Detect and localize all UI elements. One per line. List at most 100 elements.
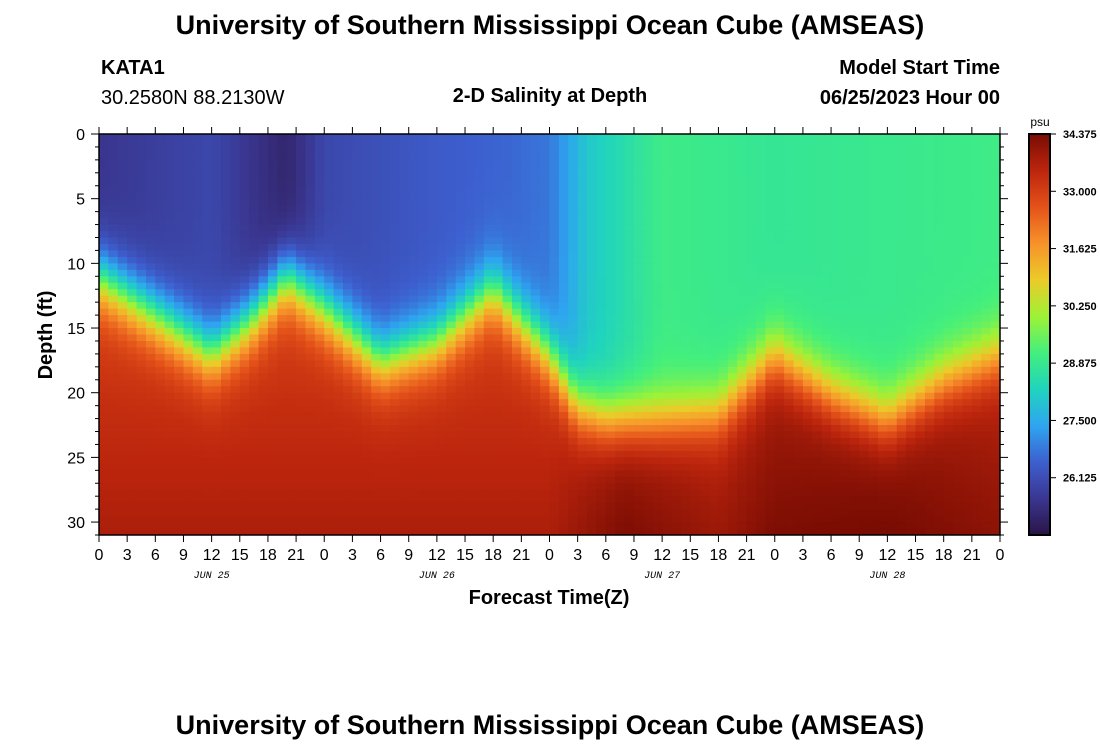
heatmap-cell xyxy=(155,302,166,310)
heatmap-cell xyxy=(399,463,410,471)
heatmap-cell xyxy=(155,347,166,355)
heatmap-cell xyxy=(558,373,569,381)
heatmap-cell xyxy=(455,483,466,491)
heatmap-cell xyxy=(436,476,447,484)
heatmap-cell xyxy=(427,224,438,232)
heatmap-cell xyxy=(662,470,673,478)
heatmap-cell xyxy=(483,366,494,374)
heatmap-cell xyxy=(671,502,682,510)
heatmap-cell xyxy=(549,308,560,316)
heatmap-cell xyxy=(493,166,504,174)
heatmap-cell xyxy=(643,205,654,213)
heatmap-cell xyxy=(483,250,494,258)
heatmap-cell xyxy=(192,340,203,349)
heatmap-cell xyxy=(418,192,429,200)
heatmap-cell xyxy=(455,425,466,433)
heatmap-cell xyxy=(427,509,438,517)
heatmap-cell xyxy=(99,166,109,174)
heatmap-cell xyxy=(793,444,804,452)
heatmap-cell xyxy=(164,502,175,510)
heatmap-cell xyxy=(568,224,579,232)
heatmap-cell xyxy=(202,321,213,329)
heatmap-cell xyxy=(202,315,213,323)
heatmap-cell xyxy=(108,205,119,213)
heatmap-cell xyxy=(605,373,616,381)
heatmap-cell xyxy=(802,366,813,374)
heatmap-cell xyxy=(277,379,288,387)
heatmap-cell xyxy=(530,295,541,303)
heatmap-cell xyxy=(352,269,363,277)
heatmap-cell xyxy=(784,347,795,355)
heatmap-cell xyxy=(314,224,325,232)
heatmap-cell xyxy=(361,159,372,167)
heatmap-cell xyxy=(802,308,813,316)
heatmap-cell xyxy=(652,269,663,277)
heatmap-cell xyxy=(258,243,269,252)
heatmap-cell xyxy=(746,192,757,200)
heatmap-cell xyxy=(117,444,128,452)
heatmap-cell xyxy=(652,476,663,484)
heatmap-cell xyxy=(662,146,673,155)
heatmap-cell xyxy=(530,412,541,420)
heatmap-cell xyxy=(389,483,400,491)
heatmap-cell xyxy=(652,140,663,148)
heatmap-cell xyxy=(737,192,748,200)
heatmap-cell xyxy=(465,373,476,381)
heatmap-cell xyxy=(427,134,438,142)
heatmap-cell xyxy=(380,379,391,387)
heatmap-cell xyxy=(568,496,579,504)
heatmap-cell xyxy=(305,418,316,426)
heatmap-cell xyxy=(277,373,288,381)
heatmap-cell xyxy=(633,211,644,219)
heatmap-cell xyxy=(117,496,128,504)
heatmap-cell xyxy=(380,243,391,252)
heatmap-cell xyxy=(333,405,344,413)
heatmap-cell xyxy=(230,302,241,310)
heatmap-cell xyxy=(690,231,701,239)
heatmap-cell xyxy=(671,437,682,446)
heatmap-cell xyxy=(840,399,851,407)
heatmap-cell xyxy=(427,250,438,258)
heatmap-cell xyxy=(709,205,720,213)
heatmap-cell xyxy=(615,166,626,174)
heatmap-cell xyxy=(652,444,663,452)
heatmap-cell xyxy=(615,153,626,161)
heatmap-cell xyxy=(286,146,297,155)
heatmap-cell xyxy=(371,476,382,484)
heatmap-cell xyxy=(709,470,720,478)
heatmap-cell xyxy=(587,444,598,452)
heatmap-cell xyxy=(108,295,119,303)
heatmap-cell xyxy=(389,425,400,433)
heatmap-cell xyxy=(821,269,832,277)
heatmap-cell xyxy=(145,289,156,297)
heatmap-cell xyxy=(737,496,748,504)
heatmap-cell xyxy=(239,360,250,368)
heatmap-cell xyxy=(277,437,288,446)
heatmap-cell xyxy=(802,515,813,523)
heatmap-cell xyxy=(371,146,382,155)
heatmap-cell xyxy=(211,502,222,510)
heatmap-cell xyxy=(746,437,757,446)
heatmap-cell xyxy=(164,172,175,180)
heatmap-cell xyxy=(746,302,757,310)
heatmap-cell xyxy=(465,515,476,523)
heatmap-cell xyxy=(99,476,109,484)
heatmap-cell xyxy=(221,528,231,535)
heatmap-cell xyxy=(793,295,804,303)
heatmap-cell xyxy=(587,289,598,297)
heatmap-cell xyxy=(615,483,626,491)
heatmap-cell xyxy=(605,250,616,258)
heatmap-cell xyxy=(221,302,231,310)
heatmap-cell xyxy=(333,373,344,381)
heatmap-cell xyxy=(699,134,710,142)
heatmap-cell xyxy=(436,315,447,323)
heatmap-cell xyxy=(258,140,269,148)
heatmap-cell xyxy=(737,386,748,394)
heatmap-cell xyxy=(558,392,569,400)
heatmap-cell xyxy=(774,231,785,239)
heatmap-cell xyxy=(511,179,522,187)
heatmap-cell xyxy=(183,373,194,381)
heatmap-cell xyxy=(643,437,654,446)
heatmap-cell xyxy=(793,256,804,264)
heatmap-cell xyxy=(774,276,785,284)
